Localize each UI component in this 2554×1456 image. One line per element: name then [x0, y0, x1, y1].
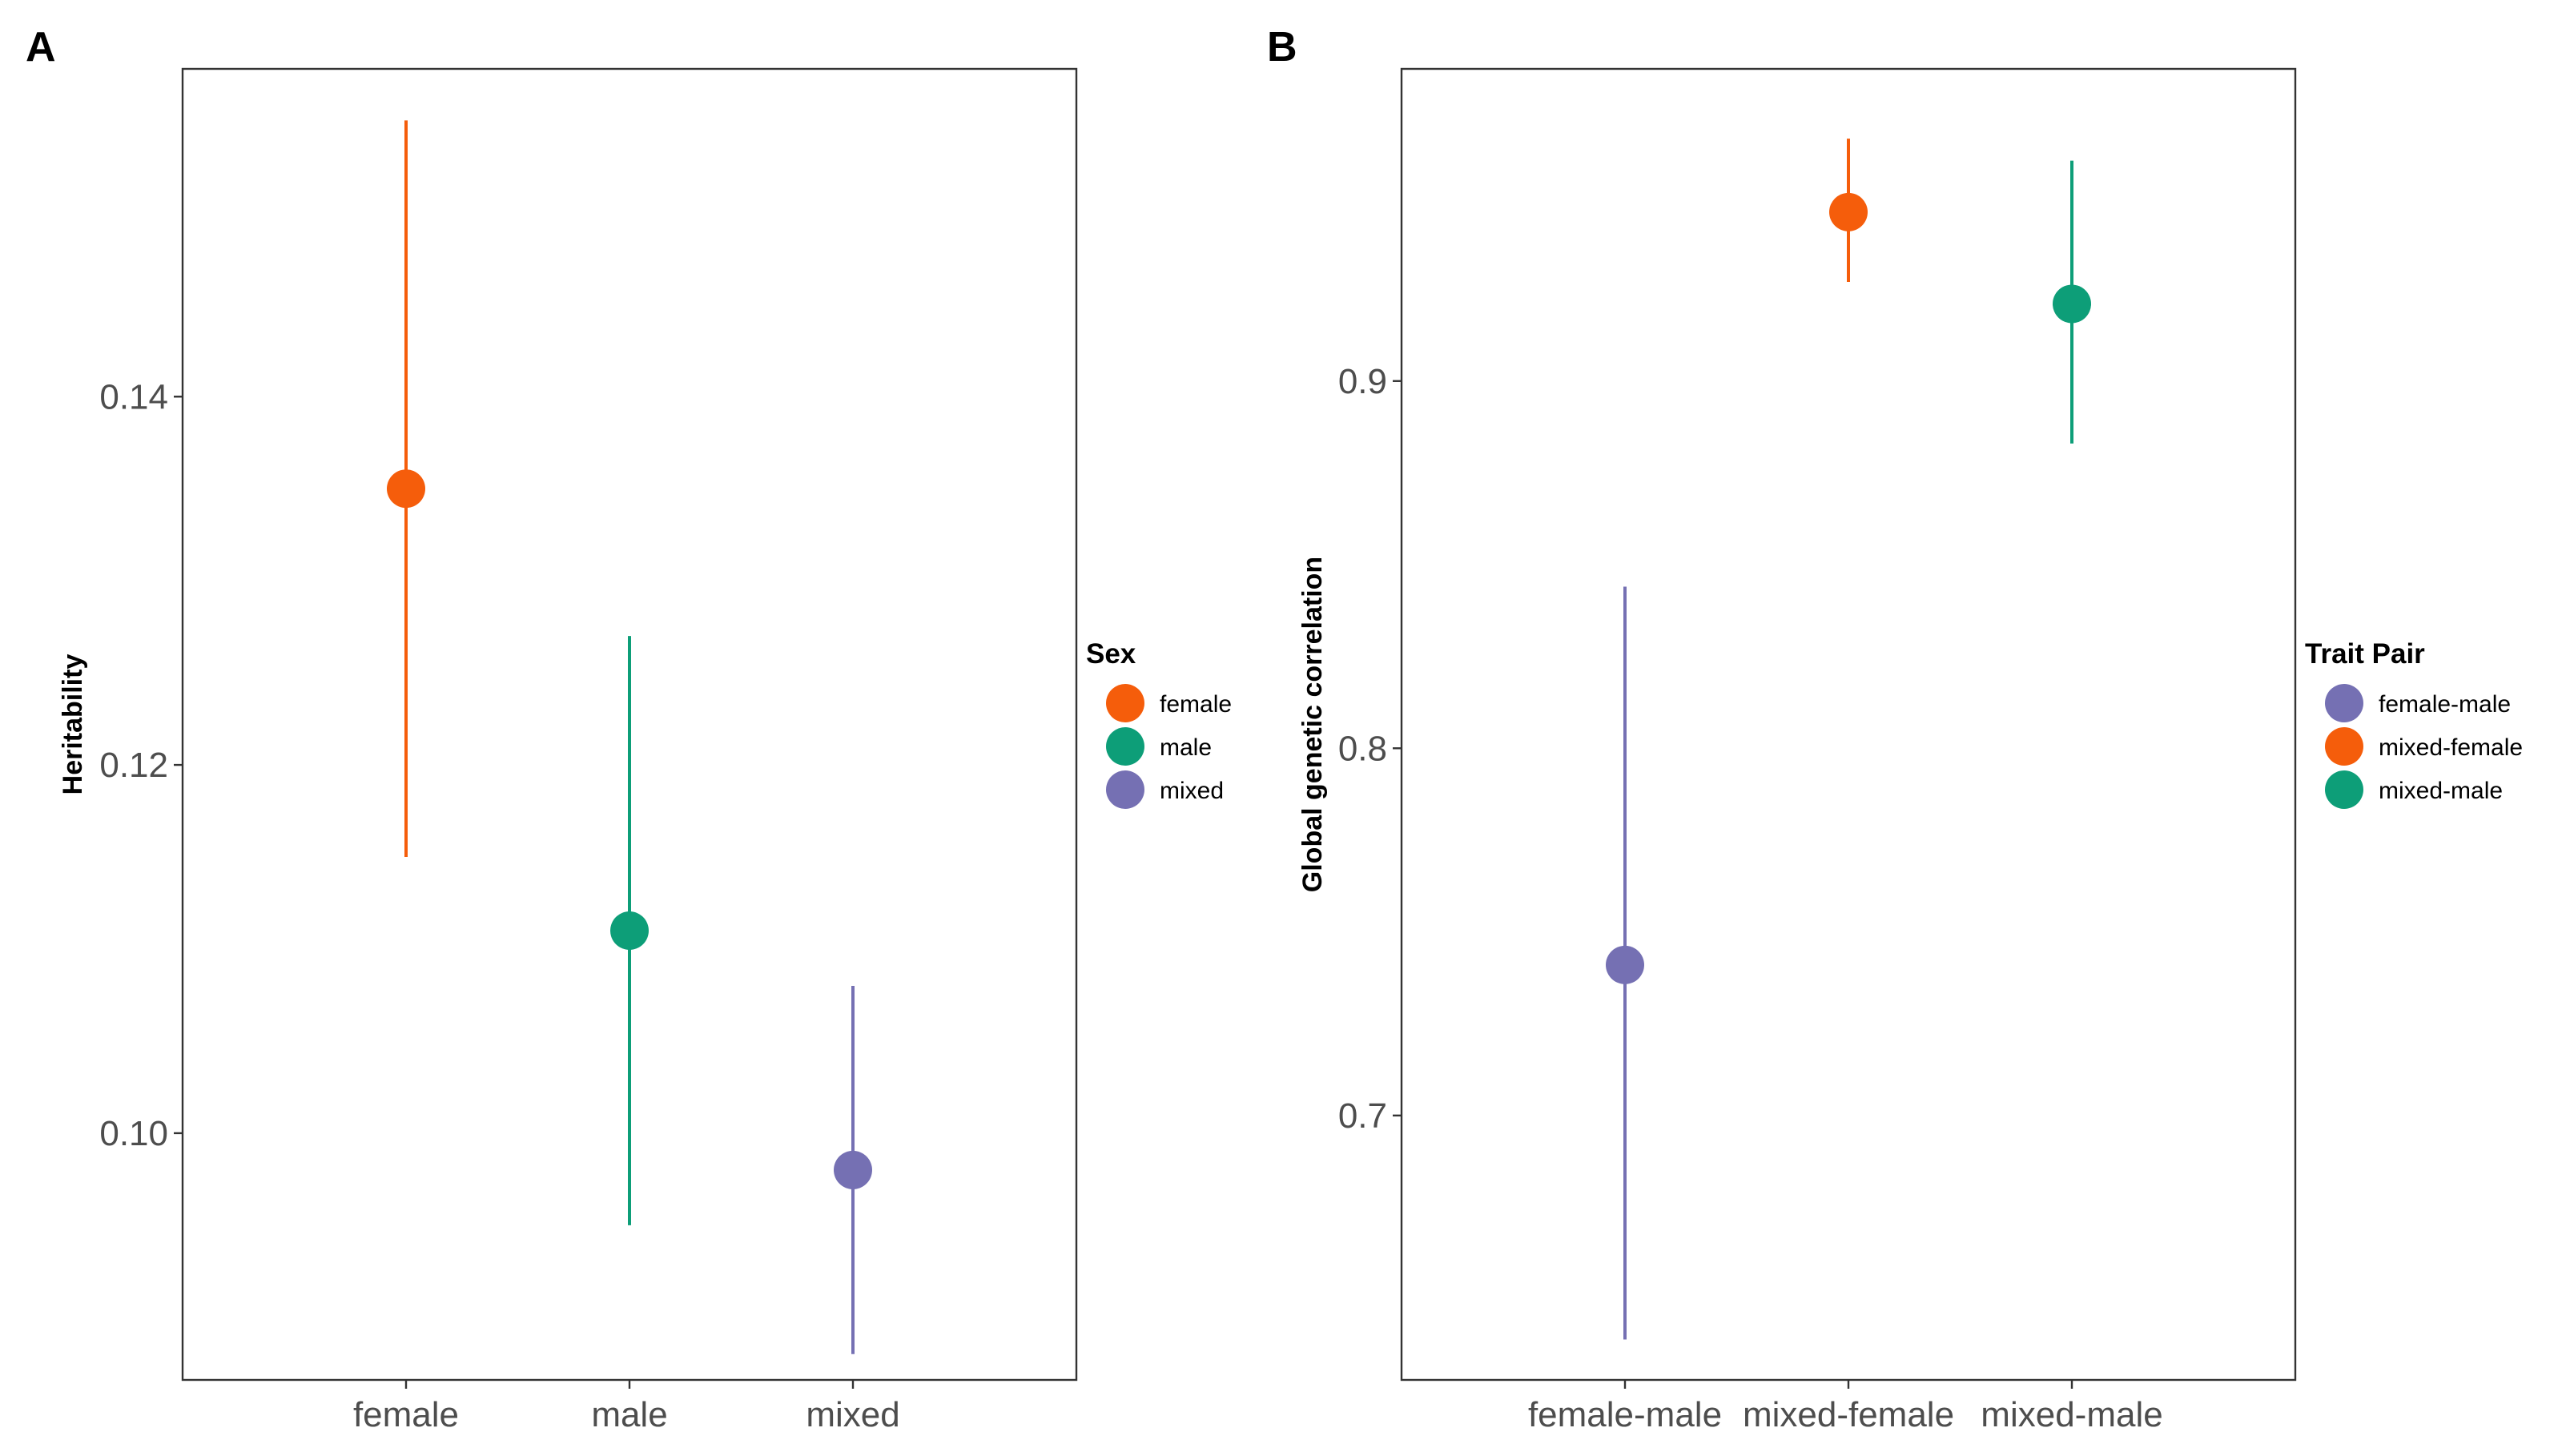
point-female: [387, 469, 425, 509]
x-tick-label: mixed: [806, 1395, 899, 1434]
panel-label: B: [1267, 24, 1297, 70]
legend-title: Trait Pair: [2305, 638, 2425, 670]
y-tick-label: 0.10: [99, 1114, 168, 1153]
y-tick-label: 0.7: [1338, 1096, 1387, 1136]
panel-label: A: [26, 24, 56, 70]
point-male: [610, 911, 649, 951]
x-tick-label: female: [353, 1395, 459, 1434]
panel-a: A 0.10 0.12 0.14 female male mixed Heritability…: [26, 24, 1232, 1434]
legend-label-male: male: [1160, 734, 1212, 761]
legend-label-mixed-female: mixed-female: [2379, 734, 2523, 761]
point-female-male: [1606, 945, 1644, 984]
legend-key-mixed-female: [2325, 727, 2363, 766]
y-tick-label: 0.12: [99, 746, 168, 785]
y-tick-label: 0.8: [1338, 729, 1387, 768]
x-tick-label: mixed-female: [1743, 1395, 1954, 1434]
x-tick-label: male: [591, 1395, 667, 1434]
y-tick-label: 0.9: [1338, 362, 1387, 401]
point-mixed-male: [2053, 284, 2091, 324]
legend-label-mixed: mixed: [1160, 778, 1224, 804]
legend-label-mixed-male: mixed-male: [2379, 778, 2503, 804]
legend-key-female-male: [2325, 684, 2363, 722]
y-axis-title: Heritability: [58, 654, 88, 795]
x-tick-label: female-male: [1528, 1395, 1722, 1434]
legend-key-female: [1106, 684, 1144, 722]
legend-key-mixed-male: [2325, 770, 2363, 809]
legend-label-female: female: [1160, 691, 1232, 718]
legend-title: Sex: [1086, 638, 1136, 670]
point-mixed: [834, 1150, 872, 1189]
y-axis-title: Global genetic correlation: [1297, 557, 1328, 892]
legend-label-female-male: female-male: [2379, 691, 2511, 718]
point-mixed-female: [1829, 192, 1868, 231]
panel-b: B 0.7 0.8 0.9 female-male mixed-female mixed-m…: [1267, 24, 2523, 1434]
legend-key-male: [1106, 727, 1144, 766]
legend-key-mixed: [1106, 770, 1144, 809]
y-tick-label: 0.14: [99, 377, 168, 416]
x-tick-label: mixed-male: [1981, 1395, 2162, 1434]
